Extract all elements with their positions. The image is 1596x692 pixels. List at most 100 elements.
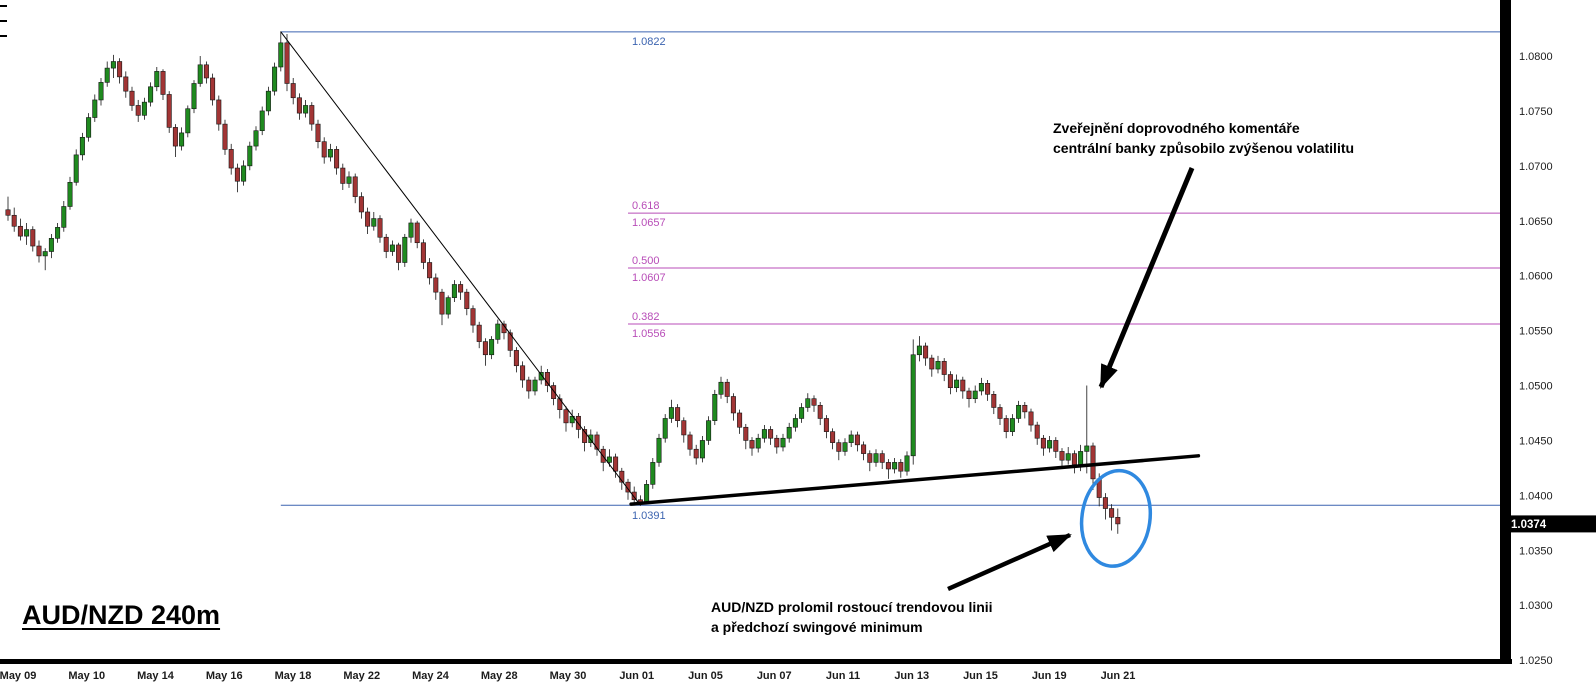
- price-axis-label: 1.0650: [1519, 216, 1553, 228]
- highlight-ellipse: [1079, 468, 1153, 568]
- candle-body: [538, 372, 544, 381]
- candle-body: [123, 76, 129, 92]
- candle-body: [941, 361, 947, 375]
- time-axis-label: Jun 05: [688, 670, 723, 682]
- candle-body: [848, 434, 854, 443]
- time-axis-label: Jun 13: [894, 670, 929, 682]
- candle-body: [1065, 453, 1071, 461]
- candle-body: [792, 418, 798, 428]
- candle-body: [681, 420, 687, 436]
- candle-body: [513, 350, 519, 367]
- time-axis-label: May 24: [412, 670, 450, 682]
- candle-body: [656, 437, 662, 463]
- candle-body: [451, 284, 457, 298]
- chart-title: AUD/NZD 240m: [22, 600, 221, 630]
- time-axis-label: May 10: [68, 670, 105, 682]
- candle-body: [916, 345, 922, 356]
- candle-body: [30, 229, 36, 247]
- candle-body: [706, 420, 712, 441]
- time-axis-label: Jun 07: [757, 670, 792, 682]
- candle-body: [997, 407, 1003, 419]
- candle-body: [377, 218, 383, 238]
- candle-body: [1084, 445, 1090, 452]
- fib-price-label: 1.0556: [632, 328, 666, 340]
- candle-body: [234, 167, 240, 182]
- candle-body: [61, 206, 67, 228]
- candle-body: [79, 136, 85, 156]
- candle-body: [1053, 440, 1059, 452]
- candle-body: [358, 196, 364, 213]
- candle-body: [1071, 453, 1077, 465]
- candle-body: [241, 165, 247, 182]
- candle-body: [947, 374, 953, 389]
- candle-body: [36, 245, 42, 257]
- price-axis-border: [1500, 0, 1511, 664]
- annotation-volatility: Zveřejnění doprovodného komentáře centrá…: [1053, 118, 1354, 158]
- candle-body: [48, 238, 54, 252]
- candle-body: [383, 236, 389, 252]
- candle-body: [321, 141, 327, 158]
- candle-body: [210, 77, 216, 101]
- candle-body: [476, 324, 482, 342]
- annotation-breakdown-line1: AUD/NZD prolomil rostoucí trendovou lini…: [711, 599, 993, 615]
- candle-body: [892, 462, 898, 470]
- annotation-volatility-line1: Zveřejnění doprovodného komentáře: [1053, 120, 1300, 136]
- candle-body: [520, 365, 526, 381]
- time-axis-label: May 28: [481, 670, 518, 682]
- candle-body: [1078, 451, 1084, 465]
- candle-body: [687, 434, 693, 450]
- candle-body: [439, 291, 445, 315]
- candle-body: [799, 407, 805, 419]
- candle-body: [830, 431, 836, 443]
- candle-body: [898, 462, 904, 472]
- candle-body: [1034, 424, 1040, 439]
- time-axis-label: May 18: [275, 670, 312, 682]
- candle-body: [55, 227, 61, 239]
- candle-body: [1059, 451, 1065, 461]
- time-axis-border: [0, 659, 1512, 664]
- candle-body: [247, 145, 253, 167]
- candle-body: [303, 105, 309, 114]
- price-axis-label: 1.0700: [1519, 161, 1553, 173]
- candle-body: [613, 456, 619, 472]
- candle-body: [1003, 418, 1009, 432]
- candle-body: [954, 379, 960, 389]
- candle-body: [532, 379, 538, 392]
- candle-body: [464, 291, 470, 309]
- candle-body: [1040, 437, 1046, 449]
- candle-body: [265, 90, 271, 112]
- price-axis-label: 1.0500: [1519, 381, 1553, 393]
- candle-body: [699, 440, 705, 459]
- candle-body: [228, 149, 234, 169]
- candle-body: [315, 123, 321, 142]
- candle-body: [582, 429, 588, 443]
- candle-body: [389, 244, 395, 252]
- candle-body: [712, 394, 718, 421]
- annotation-breakdown-line2: a předchozí swingové minimum: [711, 619, 923, 635]
- candle-body: [606, 456, 612, 463]
- candle-body: [625, 481, 631, 493]
- candle-body: [154, 71, 160, 88]
- time-axis-label: May 14: [137, 670, 175, 682]
- candle-body: [768, 429, 774, 439]
- time-axis-label: Jun 15: [963, 670, 998, 682]
- price-axis-label: 1.0550: [1519, 326, 1553, 338]
- time-axis-label: Jun 01: [619, 670, 654, 682]
- candle-body: [544, 372, 550, 386]
- candle-body: [24, 229, 30, 237]
- time-axis-label: May 22: [343, 670, 380, 682]
- annotation-volatility-line2: centrální banky způsobilo zvýšenou volat…: [1053, 140, 1355, 156]
- candle-body: [594, 434, 600, 450]
- candle-body: [365, 211, 371, 227]
- candle-body: [1016, 404, 1022, 419]
- candle-body: [203, 64, 209, 79]
- candle-body: [222, 123, 228, 150]
- candle-body: [86, 117, 92, 138]
- candle-body: [991, 394, 997, 408]
- candle-body: [966, 390, 972, 399]
- candle-body: [98, 82, 104, 101]
- candle-body: [92, 99, 98, 118]
- candle-body: [278, 42, 284, 68]
- candle-body: [929, 357, 935, 370]
